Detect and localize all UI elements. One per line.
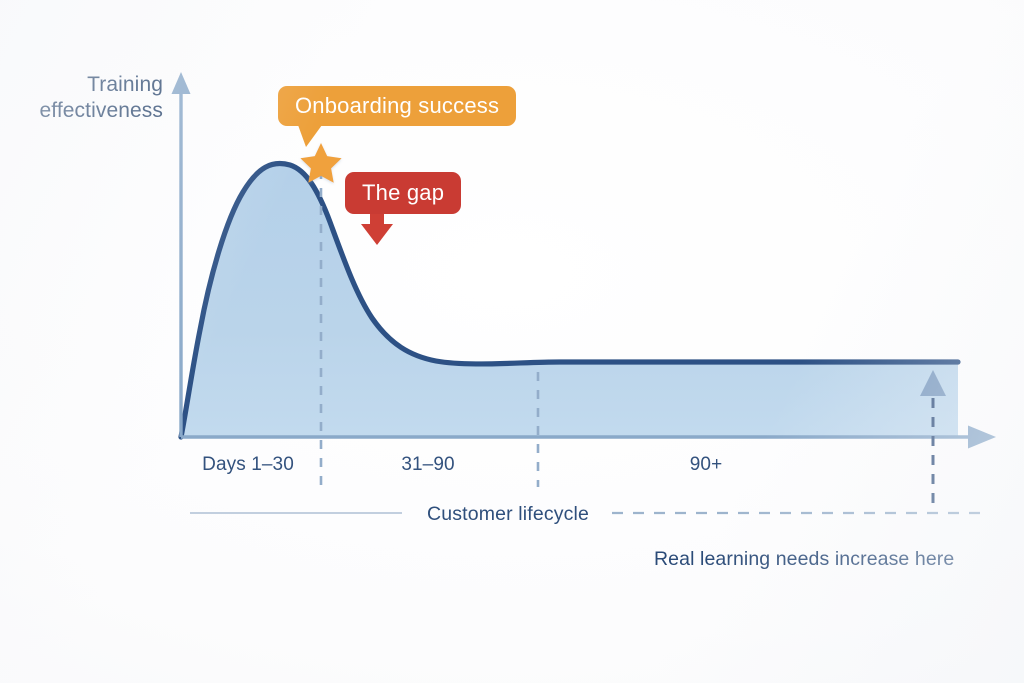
the-gap-label: The gap xyxy=(362,180,445,205)
zone-label-90-plus: 90+ xyxy=(689,454,723,475)
onboarding-peak-star xyxy=(300,143,342,183)
real-learning-needs-note: Real learning needs increase here xyxy=(654,548,955,570)
onboarding-success-callout[interactable]: Onboarding success xyxy=(278,86,517,126)
y-axis-title-line1: Training xyxy=(87,73,163,96)
effectiveness-curve xyxy=(178,160,961,440)
curve-area-fill xyxy=(181,163,958,437)
real-needs-up-arrow xyxy=(920,370,946,396)
x-axis-title: Customer lifecycle xyxy=(427,503,589,525)
y-axis-title-line2: effectiveness xyxy=(39,98,163,122)
gap-callout-arrow xyxy=(361,212,393,245)
onboarding-callout-tail xyxy=(298,125,322,147)
zone-label-31-90: 31–90 xyxy=(401,454,455,475)
zone-label-days-1-30: Days 1–30 xyxy=(202,454,294,475)
x-axis xyxy=(181,425,996,449)
the-gap-callout[interactable]: The gap xyxy=(345,172,462,214)
y-axis-title: Training effectiveness xyxy=(0,72,163,123)
onboarding-success-label: Onboarding success xyxy=(295,93,500,118)
y-axis xyxy=(171,72,191,437)
